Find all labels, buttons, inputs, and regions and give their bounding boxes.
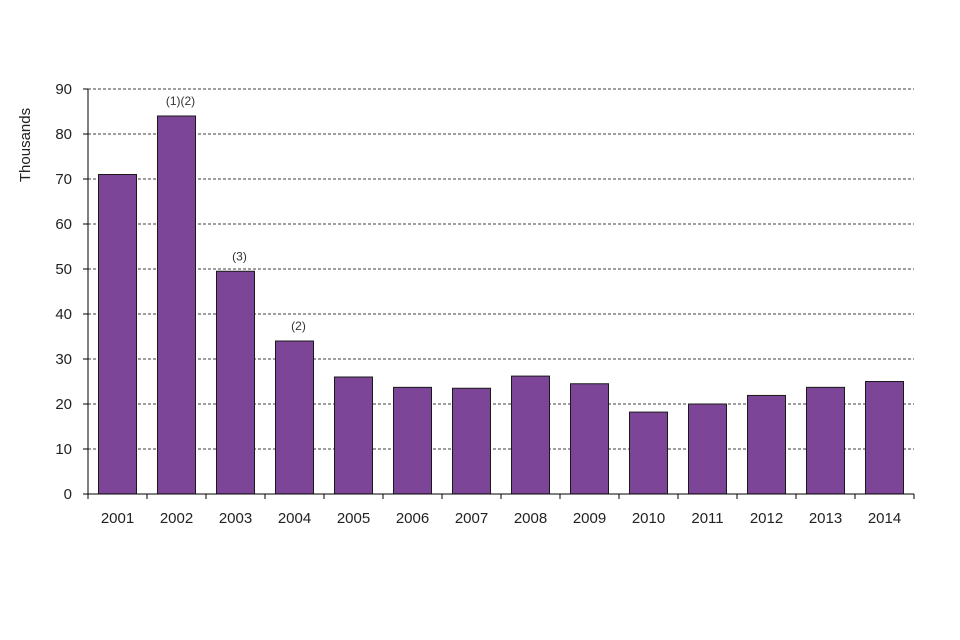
y-tick-label: 40 (55, 306, 72, 323)
x-tick-label: 2005 (337, 510, 370, 527)
gridlines (88, 88, 914, 450)
bar-annotation: (3) (232, 249, 247, 263)
x-tick-label: 2009 (573, 510, 606, 527)
bar-2003 (216, 270, 255, 495)
x-tick-label: 2011 (691, 510, 723, 527)
axes (83, 88, 915, 499)
y-tick-label: 10 (55, 441, 72, 458)
x-tick-label: 2014 (868, 510, 901, 527)
x-tick-label: 2010 (632, 510, 665, 527)
x-tick-label: 2004 (278, 510, 311, 527)
x-tick-label: 2008 (514, 510, 547, 527)
bar-2005 (334, 376, 373, 495)
bar-annotation: (1)(2) (166, 94, 195, 108)
bars (98, 115, 904, 495)
bar-2007 (452, 387, 491, 495)
y-tick-label: 90 (55, 81, 72, 98)
x-tick-label: 2013 (809, 510, 842, 527)
labels: 0 10 20 30 40 50 60 70 80 90 2001 2002 2003 2004 2005 2… (55, 81, 901, 527)
bar-2012 (747, 394, 786, 495)
x-tick-label: 2002 (160, 510, 193, 527)
y-tick-label: 60 (55, 216, 72, 233)
y-tick-label: 30 (55, 351, 72, 368)
bar-2011 (688, 403, 727, 495)
bar-2004 (275, 340, 314, 495)
bar-annotation: (2) (291, 319, 306, 333)
y-tick-label: 80 (55, 126, 72, 143)
bar-2013 (806, 386, 845, 495)
x-tick-label: 2007 (455, 510, 488, 527)
bar-2010 (629, 411, 668, 495)
bar-2001 (98, 174, 137, 495)
y-tick-label: 70 (55, 171, 72, 188)
bar-2006 (393, 386, 432, 495)
y-tick-label: 0 (64, 486, 72, 503)
bar-2002 (157, 115, 196, 495)
x-tick-label: 2006 (396, 510, 429, 527)
bar-2008 (511, 375, 550, 495)
bar-2014 (865, 381, 904, 495)
bar-2009 (570, 383, 609, 495)
x-tick-label: 2003 (219, 510, 252, 527)
x-tick-label: 2012 (750, 510, 783, 527)
y-tick-label: 20 (55, 396, 72, 413)
y-tick-label: 50 (55, 261, 72, 278)
x-tick-label: 2001 (101, 510, 134, 527)
y-axis-title: Thousands (17, 108, 34, 182)
